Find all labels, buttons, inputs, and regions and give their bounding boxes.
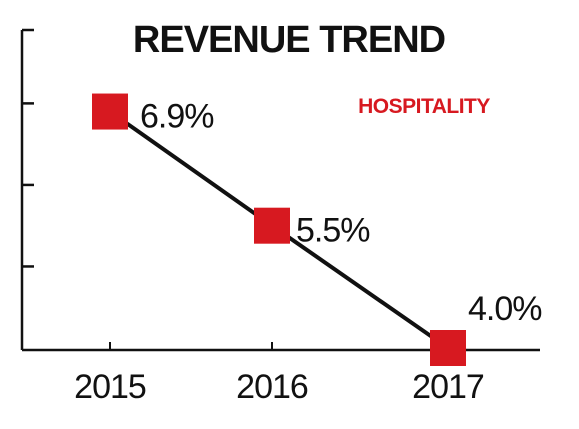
x-tick-label-2016: 2016	[236, 368, 308, 406]
legend-hospitality: HOSPITALITY	[358, 95, 490, 118]
markers-group	[92, 93, 466, 366]
data-point-2015	[92, 93, 128, 130]
data-label-2017: 4.0%	[468, 290, 542, 328]
data-label-2015: 6.9%	[140, 98, 214, 136]
x-tick-label-2015: 2015	[74, 368, 146, 406]
chart-title: REVENUE TREND	[133, 19, 445, 61]
axes	[20, 28, 540, 352]
x-tick-label-2017: 2017	[412, 368, 484, 406]
data-point-2016	[254, 207, 290, 244]
data-point-2017	[430, 330, 466, 366]
data-labels-group: 6.9% 5.5% 4.0%	[140, 98, 543, 328]
data-label-2016: 5.5%	[296, 212, 370, 250]
x-tick-labels-group: 2015 2016 2017	[74, 368, 485, 406]
